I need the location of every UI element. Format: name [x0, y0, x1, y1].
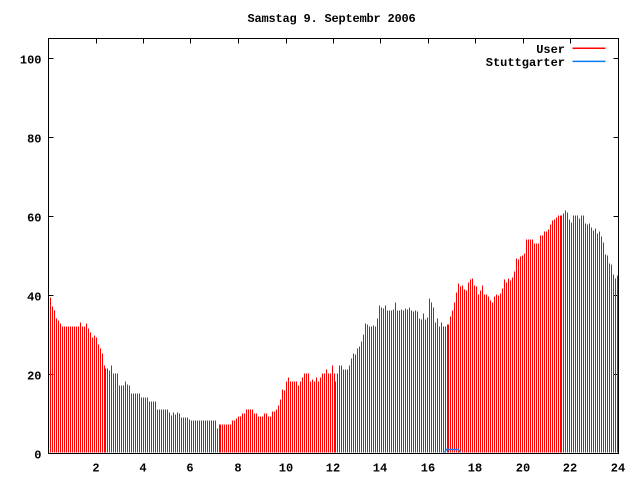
svg-text:12: 12	[326, 461, 340, 475]
svg-text:24: 24	[611, 461, 625, 475]
svg-text:60: 60	[27, 211, 41, 225]
svg-text:Samstag 9. Septembr 2006: Samstag 9. Septembr 2006	[247, 12, 415, 26]
svg-text:16: 16	[421, 461, 435, 475]
svg-text:4: 4	[139, 461, 146, 475]
svg-text:80: 80	[27, 132, 41, 146]
svg-text:20: 20	[516, 461, 530, 475]
svg-text:14: 14	[373, 461, 387, 475]
svg-text:10: 10	[279, 461, 293, 475]
svg-text:100: 100	[20, 53, 42, 67]
svg-text:0: 0	[34, 448, 41, 462]
svg-text:User: User	[536, 43, 565, 57]
svg-text:40: 40	[27, 290, 41, 304]
svg-text:Stuttgarter: Stuttgarter	[486, 56, 565, 70]
svg-text:20: 20	[27, 369, 41, 383]
svg-text:2: 2	[92, 461, 99, 475]
svg-text:18: 18	[468, 461, 482, 475]
svg-text:22: 22	[563, 461, 577, 475]
svg-text:6: 6	[186, 461, 193, 475]
svg-text:8: 8	[234, 461, 241, 475]
